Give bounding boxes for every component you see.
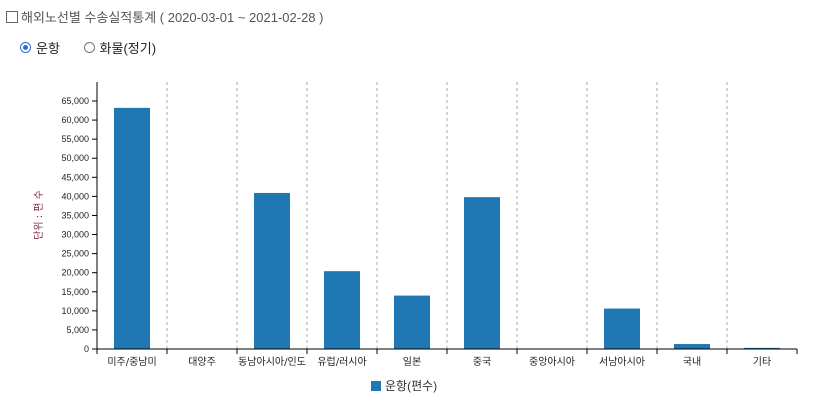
y-tick-label: 55,000	[61, 134, 89, 144]
y-tick-label: 20,000	[61, 268, 89, 278]
radio-selected-icon[interactable]	[20, 42, 31, 53]
y-tick-label: 0	[84, 344, 89, 354]
title-checkbox-icon	[6, 11, 18, 23]
bar	[114, 107, 150, 349]
y-tick-label: 35,000	[61, 210, 89, 220]
y-tick-label: 40,000	[61, 191, 89, 201]
radio-cargo-label: 화물(정기)	[99, 41, 157, 56]
bar	[604, 308, 640, 349]
radio-flights-label: 운항	[36, 41, 60, 56]
x-tick-label: 중국	[473, 356, 491, 368]
y-tick-label: 50,000	[61, 153, 89, 163]
y-tick-label: 45,000	[61, 172, 89, 182]
x-tick-label: 대양주	[188, 356, 216, 368]
y-axis-label: 단위 : 편 수	[32, 190, 45, 240]
bar	[254, 192, 290, 349]
x-tick-label: 동남아시아/인도	[238, 356, 306, 368]
radio-cargo[interactable]: 화물(정기)	[83, 38, 157, 57]
x-tick-label: 기타	[753, 356, 771, 368]
x-tick-label: 미주/중남미	[107, 356, 156, 368]
y-tick-label: 10,000	[61, 306, 89, 316]
page-title: 해외노선별 수송실적통계 ( 2020-03-01 ~ 2021-02-28 )	[6, 7, 323, 26]
y-tick-label: 65,000	[61, 96, 89, 106]
legend-swatch	[371, 381, 381, 391]
bar	[394, 295, 430, 349]
y-tick-label: 15,000	[61, 287, 89, 297]
x-tick-label: 서남아시아	[599, 356, 645, 368]
chart-legend: 운항(편수)	[371, 377, 437, 394]
y-tick-label: 5,000	[66, 325, 89, 335]
bar	[464, 197, 500, 349]
page-title-text: 해외노선별 수송실적통계 ( 2020-03-01 ~ 2021-02-28 )	[21, 10, 324, 25]
y-tick-label: 25,000	[61, 249, 89, 259]
bar	[744, 347, 780, 349]
bar	[324, 271, 360, 349]
radio-flights[interactable]: 운항	[20, 38, 60, 57]
x-tick-label: 유럽/러시아	[317, 356, 366, 368]
x-tick-label: 일본	[403, 356, 421, 368]
y-tick-label: 30,000	[61, 230, 89, 240]
radio-unselected-icon[interactable]	[83, 42, 95, 53]
chart-type-radio-group: 운항 화물(정기)	[20, 38, 176, 57]
bar	[674, 344, 710, 349]
legend-label: 운항(편수)	[385, 379, 438, 393]
x-tick-label: 국내	[683, 356, 701, 368]
x-tick-label: 중앙아시아	[529, 356, 575, 368]
y-tick-label: 60,000	[61, 115, 89, 125]
